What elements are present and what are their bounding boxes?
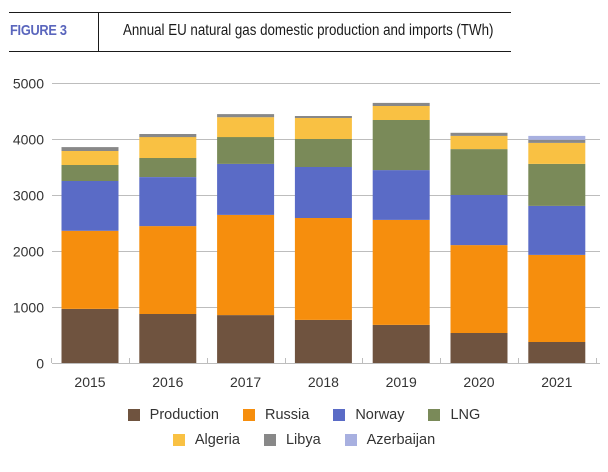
legend-label: Algeria	[194, 432, 240, 448]
figure-label: FIGURE 3	[10, 22, 67, 39]
bar-stack-2017	[217, 114, 275, 363]
x-axis-ticks: 2015 2016 2017 2018 2019 2020 2021	[74, 374, 572, 390]
legend-row-1: Production Russia Norway LNG	[0, 407, 608, 425]
y-axis-ticks: 0 1000 2000 3000 4000 5000	[13, 76, 44, 372]
legend-label: Azerbaijan	[366, 432, 436, 448]
legend-item-libya: Libya	[263, 432, 321, 448]
bar-segment-libya-2020	[450, 132, 508, 136]
legend-swatch	[172, 434, 185, 446]
bar-segment-libya-2021	[528, 139, 586, 143]
bar-segment-russia-2018	[294, 218, 352, 320]
legend-label: Russia	[265, 407, 310, 423]
bar-stack-2018	[294, 116, 352, 363]
header-top-rule	[9, 12, 511, 13]
x-tick-label: 2018	[308, 374, 339, 390]
legend-label: Libya	[285, 432, 321, 448]
bar-segment-production-2020	[450, 333, 508, 363]
bar-segment-libya-2017	[217, 114, 275, 118]
legend-label: Norway	[355, 407, 405, 423]
bar-segment-lng-2018	[294, 139, 352, 167]
bar-segment-russia-2017	[217, 214, 275, 316]
y-tick-label: 3000	[13, 188, 44, 204]
legend-swatch	[428, 409, 441, 421]
legend-item-production: Production	[127, 407, 219, 423]
bar-segment-norway-2016	[139, 177, 197, 227]
bar-segment-azerbaijan-2021	[528, 135, 586, 140]
bar-segment-production-2019	[372, 324, 430, 363]
bar-segment-production-2021	[528, 342, 586, 363]
bar-segment-algeria-2016	[139, 137, 197, 158]
bar-segment-algeria-2019	[372, 106, 430, 120]
bar-segment-production-2016	[139, 314, 197, 363]
bar-segment-algeria-2015	[61, 151, 119, 165]
y-tick-label: 5000	[13, 76, 44, 92]
legend-item-norway: Norway	[333, 407, 404, 423]
header-bottom-rule	[9, 51, 511, 52]
bar-segment-algeria-2018	[294, 118, 352, 139]
header-divider	[98, 12, 99, 52]
bar-segment-libya-2015	[61, 147, 119, 151]
bar-segment-norway-2020	[450, 195, 508, 246]
legend-item-azerbaijan: Azerbaijan	[344, 432, 436, 448]
legend-item-algeria: Algeria	[172, 432, 240, 448]
chart-title: Annual EU natural gas domestic productio…	[123, 22, 494, 39]
bar-segment-production-2018	[294, 319, 352, 363]
legend-item-russia: Russia	[243, 407, 309, 423]
bar-segment-lng-2019	[372, 120, 430, 171]
y-tick-label: 2000	[13, 244, 44, 260]
bar-segment-algeria-2017	[217, 117, 275, 138]
bar-segment-russia-2020	[450, 245, 508, 333]
bar-segment-libya-2018	[294, 116, 352, 118]
bar-stack-2016	[139, 134, 197, 363]
bar-segment-production-2015	[61, 309, 119, 363]
bar-segment-libya-2016	[139, 134, 197, 138]
bars	[61, 102, 586, 363]
legend-item-lng: LNG	[428, 407, 480, 423]
x-tick-label: 2016	[152, 374, 183, 390]
legend-label: LNG	[450, 407, 481, 423]
legend-row-2: Algeria Libya Azerbaijan	[0, 432, 608, 450]
x-tick-label: 2017	[230, 374, 261, 390]
bar-segment-norway-2021	[528, 205, 586, 255]
bar-segment-norway-2018	[294, 167, 352, 218]
y-tick-label: 4000	[13, 132, 44, 148]
legend-swatch	[127, 409, 140, 421]
legend-swatch	[333, 409, 346, 421]
bar-segment-norway-2019	[372, 170, 430, 220]
bar-segment-production-2017	[217, 315, 275, 363]
bar-stack-2019	[372, 102, 430, 363]
bar-stack-2021	[528, 135, 586, 363]
legend-label: Production	[149, 407, 219, 423]
bar-stack-2020	[450, 132, 508, 363]
bar-segment-lng-2016	[139, 158, 197, 177]
bar-segment-norway-2017	[217, 163, 275, 215]
legend-swatch	[263, 434, 276, 446]
bar-segment-lng-2015	[61, 165, 119, 181]
x-tick-label: 2020	[463, 374, 494, 390]
y-tick-label: 0	[36, 356, 44, 372]
legend-swatch	[243, 409, 255, 421]
bar-segment-russia-2021	[528, 254, 586, 342]
legend-swatch	[344, 434, 357, 446]
x-tick-label: 2015	[74, 374, 105, 390]
bar-segment-algeria-2021	[528, 142, 586, 164]
bar-segment-lng-2020	[450, 149, 508, 195]
x-tick-label: 2019	[386, 374, 417, 390]
bar-stack-2015	[61, 147, 119, 363]
bar-segment-norway-2015	[61, 181, 119, 231]
bar-segment-russia-2015	[61, 230, 119, 309]
bar-segment-russia-2019	[372, 219, 430, 325]
x-tick-label: 2021	[541, 374, 572, 390]
bar-segment-lng-2021	[528, 163, 586, 206]
bar-segment-algeria-2020	[450, 135, 508, 150]
bar-segment-russia-2016	[139, 226, 197, 314]
bar-segment-lng-2017	[217, 137, 275, 164]
y-tick-label: 1000	[13, 300, 44, 316]
bar-segment-libya-2019	[372, 102, 430, 106]
